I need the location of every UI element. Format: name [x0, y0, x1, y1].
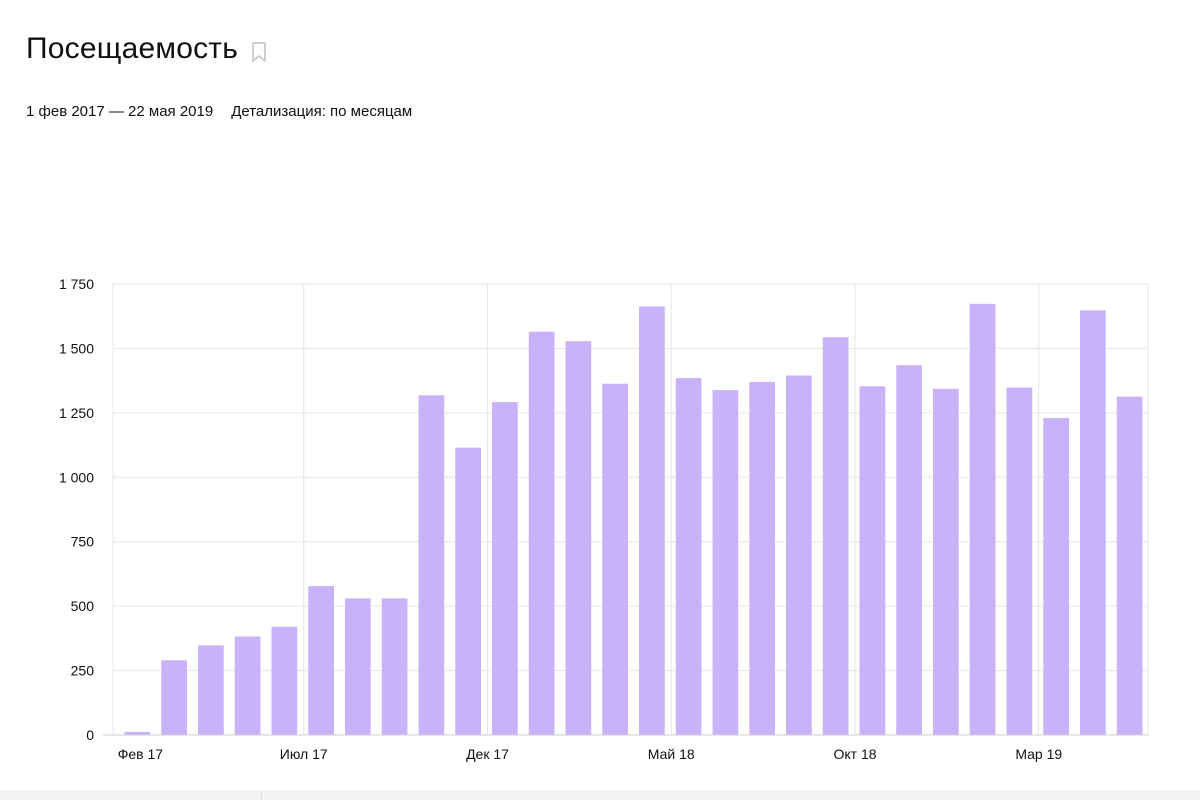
bar[interactable]	[822, 337, 849, 735]
bar[interactable]	[381, 598, 408, 735]
y-tick-label: 750	[71, 534, 95, 550]
detail-level[interactable]: Детализация: по месяцам	[231, 103, 413, 120]
y-tick-label: 500	[71, 598, 95, 614]
bottom-divider	[261, 792, 262, 800]
bar[interactable]	[234, 636, 261, 735]
bottom-panel	[0, 790, 1200, 800]
y-tick-label: 1 500	[59, 340, 94, 356]
bar[interactable]	[528, 331, 555, 735]
x-tick-label: Дек 17	[466, 746, 509, 762]
bar[interactable]	[345, 598, 371, 735]
y-tick-label: 1 750	[59, 276, 94, 292]
y-tick-label: 250	[71, 663, 95, 679]
page-title: Посещаемость	[26, 32, 239, 65]
bar[interactable]	[969, 303, 996, 735]
chart-container: 0 250 500 750 1 000 1 250 1 500 1 750 Фев 17 Июл …	[0, 260, 1200, 770]
report-meta: 1 фев 2017 — 22 мая 2019 Детализация: по…	[26, 103, 412, 120]
x-tick-label: Мар 19	[1015, 746, 1062, 762]
bar[interactable]	[712, 390, 739, 735]
bar[interactable]	[602, 383, 628, 735]
x-tick-label: Фев 17	[118, 746, 164, 762]
x-tick-label: Окт 18	[833, 746, 876, 762]
bar[interactable]	[1116, 396, 1143, 735]
title-row: Посещаемость	[26, 32, 268, 66]
bookmark-icon[interactable]	[250, 40, 268, 64]
bar[interactable]	[859, 386, 886, 735]
bar[interactable]	[1080, 310, 1106, 735]
bar[interactable]	[565, 341, 592, 735]
bar[interactable]	[675, 378, 702, 735]
bar[interactable]	[271, 626, 298, 735]
bar[interactable]	[786, 375, 812, 735]
bar[interactable]	[1043, 418, 1069, 735]
bar[interactable]	[418, 395, 445, 735]
bar[interactable]	[639, 306, 665, 735]
bar[interactable]	[749, 381, 775, 735]
y-tick-label: 1 250	[59, 405, 94, 421]
y-tick-label: 1 000	[59, 469, 94, 485]
bar[interactable]	[1006, 387, 1033, 735]
bar[interactable]	[161, 660, 187, 735]
bar[interactable]	[492, 402, 518, 735]
x-tick-label: Июл 17	[280, 746, 328, 762]
bar[interactable]	[933, 388, 959, 735]
bar[interactable]	[124, 731, 151, 735]
bar[interactable]	[198, 645, 224, 735]
bar-chart: 0 250 500 750 1 000 1 250 1 500 1 750 Фев 17 Июл …	[59, 276, 1149, 762]
y-tick-label: 0	[86, 727, 94, 743]
bar[interactable]	[308, 586, 334, 735]
bar[interactable]	[896, 365, 922, 735]
date-range[interactable]: 1 фев 2017 — 22 мая 2019	[26, 103, 214, 120]
x-tick-label: Май 18	[648, 746, 695, 762]
bar[interactable]	[455, 447, 481, 735]
